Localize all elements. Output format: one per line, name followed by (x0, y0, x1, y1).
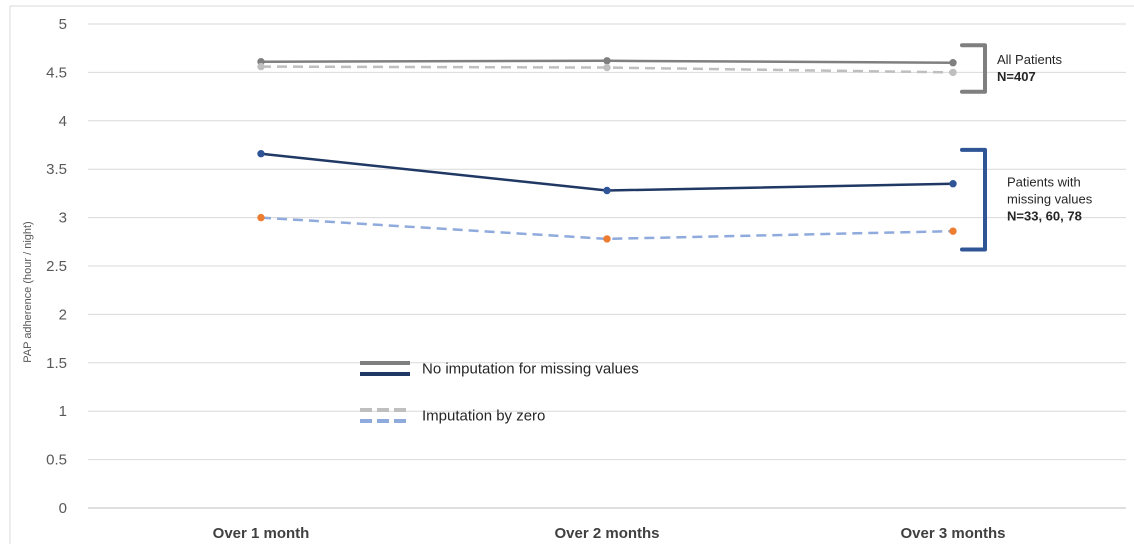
data-point (949, 180, 957, 188)
data-point (603, 186, 611, 195)
series-line-miss_noimp (260, 152, 954, 192)
annotation-count: N=407 (997, 69, 1036, 84)
y-tick-label: 0 (59, 500, 67, 517)
grid-layer (9, 5, 1134, 544)
annotations: All Patients N=407 Patients with missing va… (960, 43, 1093, 252)
y-tick-label: 3.5 (46, 161, 67, 178)
annotation-bracket (960, 147, 987, 252)
legend: No imputation for missing values Imputati… (360, 361, 639, 425)
y-tick-label: 5 (59, 16, 67, 33)
legend-label: No imputation for missing values (422, 361, 639, 378)
annotation-count: N=33, 60, 78 (1007, 209, 1082, 224)
data-point (257, 62, 265, 71)
axis-layer: 0 0.5 1 1.5 2 2.5 3 3.5 4 4.5 5 Over 1 month Over 2 … (22, 16, 1006, 542)
annotation-bracket (960, 43, 987, 94)
annotation-label: All Patients (997, 52, 1063, 67)
y-tick-label: 1.5 (46, 355, 67, 372)
data-point (257, 150, 265, 158)
data-point (949, 68, 957, 77)
series-line-all_zero (260, 65, 954, 74)
x-tick-label: Over 1 month (213, 525, 310, 542)
y-tick-label: 1 (59, 403, 67, 420)
data-point (603, 57, 611, 65)
series-line-miss_zero (260, 216, 954, 241)
y-tick-label: 4 (59, 113, 67, 130)
data-point (603, 63, 611, 72)
y-axis-label: PAP adherence (hour / night) (22, 221, 34, 362)
y-tick-label: 4.5 (46, 64, 67, 81)
data-point (603, 235, 611, 243)
y-tick-label: 3 (59, 210, 67, 227)
x-tick-label: Over 2 months (554, 525, 659, 542)
series-layer (257, 57, 957, 243)
y-tick-label: 2.5 (46, 258, 67, 275)
y-tick-label: 2 (59, 306, 67, 323)
y-tick-label: 0.5 (46, 452, 67, 469)
data-point (949, 227, 957, 235)
annotation-label: Patients with (1007, 175, 1081, 190)
x-tick-label: Over 3 months (900, 525, 1005, 542)
legend-label: Imputation by zero (422, 408, 545, 425)
data-point (257, 213, 265, 222)
annotation-label: missing values (1007, 192, 1093, 207)
data-point (949, 59, 957, 67)
